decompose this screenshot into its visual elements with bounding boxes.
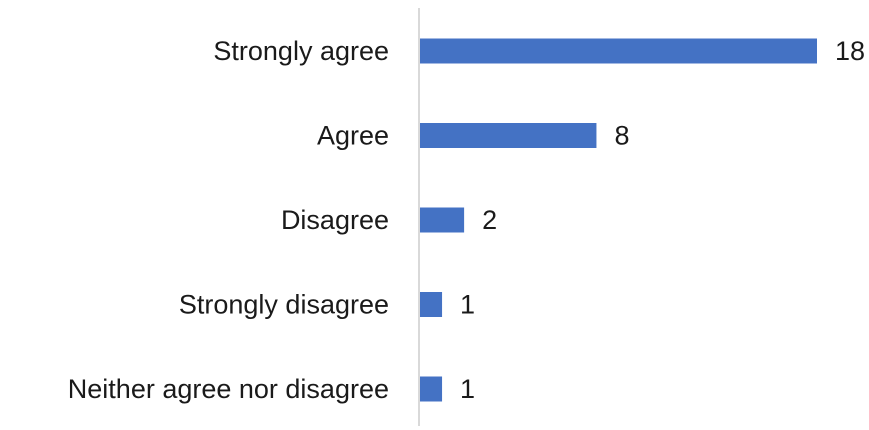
bar-strongly-agree [420, 38, 817, 64]
category-label-disagree: Disagree [281, 205, 389, 235]
bar-group [420, 38, 817, 402]
bar-strongly-disagree [420, 292, 443, 317]
bar-agree [420, 123, 597, 148]
category-label-strongly-disagree: Strongly disagree [179, 290, 389, 320]
value-label-strongly-agree: 18 [835, 36, 865, 66]
bar-disagree [420, 207, 465, 233]
category-label-agree: Agree [317, 121, 389, 151]
value-label-agree: 8 [614, 121, 629, 151]
category-label-group: Strongly agree Agree Disagree Strongly disa… [68, 36, 389, 404]
bar-neither-agree-nor-disagree [420, 376, 443, 402]
value-label-group: 18 8 2 1 1 [460, 36, 865, 404]
value-label-strongly-disagree: 1 [460, 290, 475, 320]
value-label-disagree: 2 [482, 205, 497, 235]
category-label-neither-agree-nor-disagree: Neither agree nor disagree [68, 374, 389, 404]
value-label-neither-agree-nor-disagree: 1 [460, 374, 475, 404]
category-label-strongly-agree: Strongly agree [213, 36, 389, 66]
